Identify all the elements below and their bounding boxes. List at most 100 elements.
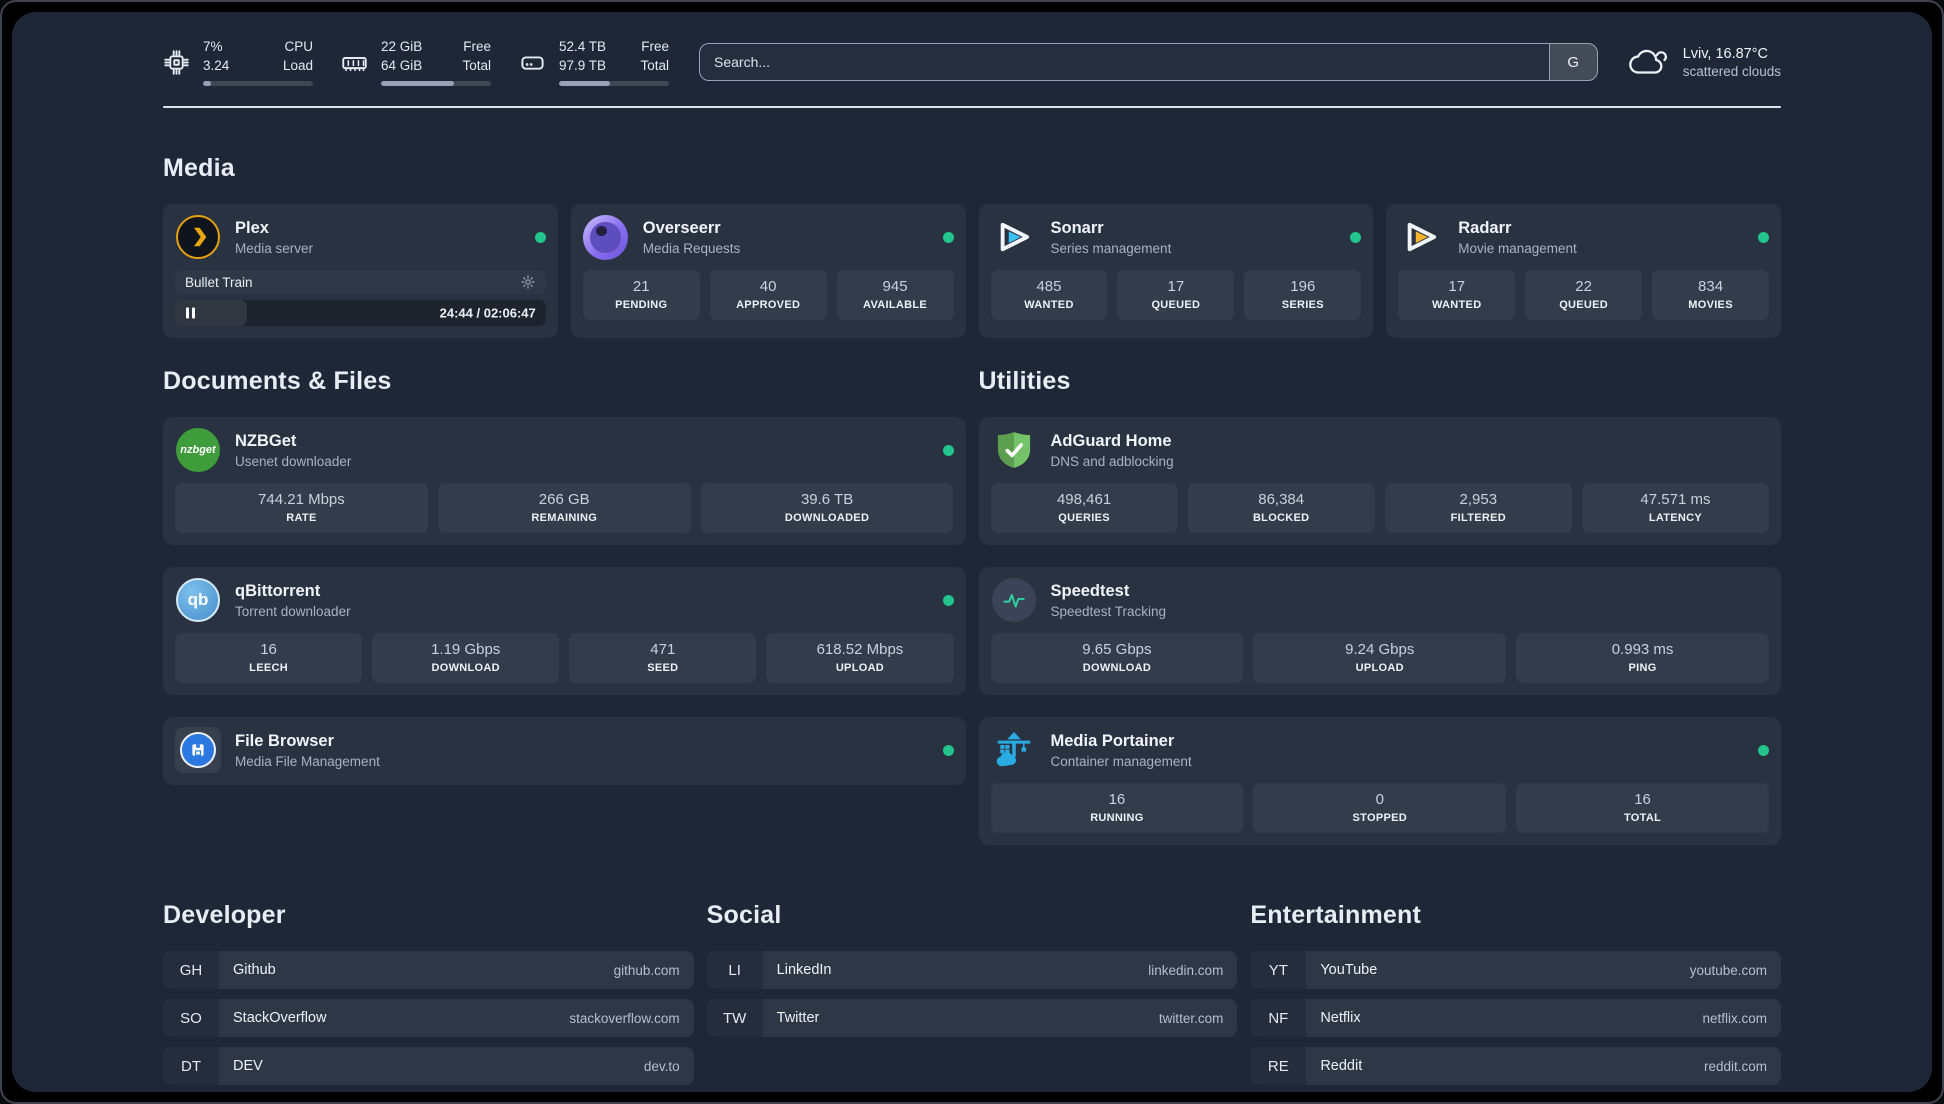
disk-widget: 52.4 TB 97.9 TB Free Total [519, 38, 669, 87]
qbittorrent-icon: qb [176, 578, 220, 623]
qbittorrent-logo-text: qb [187, 590, 209, 610]
memory-free-label: Free [463, 39, 491, 54]
bookmark-group-entertainment: Entertainment YT YouTube youtube.com NF … [1250, 901, 1781, 1092]
stat-rate: 744.21 Mbps RATE [175, 483, 428, 534]
settings-icon[interactable] [520, 274, 536, 290]
stat-downloaded: 39.6 TB DOWNLOADED [700, 483, 954, 534]
sonarr-icon [991, 214, 1037, 260]
plex-icon [176, 215, 220, 260]
stat-ping: 0.993 ms PING [1516, 633, 1769, 684]
service-card-overseerr[interactable]: Overseerr Media Requests 21 PENDING 40 A… [570, 204, 966, 339]
bookmark-url: twitter.com [1158, 1010, 1224, 1026]
bookmark-abbr: TW [707, 999, 763, 1037]
playback-time: 24:44 / 02:06:47 [439, 305, 536, 321]
service-card-adguard[interactable]: AdGuard Home DNS and adblocking 498,461 … [978, 417, 1781, 546]
service-card-sonarr[interactable]: Sonarr Series management 485 WANTED 17 Q… [978, 204, 1374, 339]
search-input[interactable] [700, 44, 1549, 81]
section-title-entertainment: Entertainment [1250, 901, 1422, 930]
service-card-plex[interactable]: Plex Media server Bullet Train 24:44 / 0 [163, 204, 558, 339]
nzbget-logo-text: nzbget [180, 444, 216, 457]
stat-blocked: 86,384 BLOCKED [1187, 483, 1375, 534]
bookmark-abbr: YT [1250, 951, 1306, 989]
cpu-load-label: Load [282, 57, 313, 73]
bookmark-group-developer: Developer GH Github github.com SO StackO… [163, 901, 694, 1092]
search-provider-button[interactable]: G [1548, 44, 1597, 81]
service-card-filebrowser[interactable]: File Browser Media File Management [163, 717, 966, 786]
service-card-speedtest[interactable]: Speedtest Speedtest Tracking 9.65 Gbps D… [978, 567, 1781, 696]
adguard-icon [991, 427, 1037, 473]
service-card-radarr[interactable]: Radarr Movie management 17 WANTED 22 QUE… [1386, 204, 1781, 339]
stat-upload: 618.52 Mbps UPLOAD [766, 633, 954, 684]
bookmark-twitter[interactable]: TW Twitter twitter.com [707, 999, 1238, 1038]
memory-total-label: Total [462, 57, 491, 73]
status-badge [1350, 231, 1362, 243]
stat-total: 16 TOTAL [1516, 783, 1769, 834]
playback-progress-bar[interactable]: 24:44 / 02:06:47 [175, 300, 546, 327]
service-description: Usenet downloader [235, 453, 352, 469]
stat-series: 196 SERIES [1244, 270, 1362, 321]
bookmark-youtube[interactable]: YT YouTube youtube.com [1250, 951, 1781, 990]
stat-download: 1.19 Gbps DOWNLOAD [372, 633, 560, 684]
service-card-qbittorrent[interactable]: qb qBittorrent Torrent downloader 16 LEE… [163, 567, 966, 696]
resource-widgets: 7% 3.24 CPU Load [163, 38, 669, 87]
stat-queued: 17 QUEUED [1117, 270, 1235, 321]
status-badge [1758, 231, 1769, 243]
bookmark-name: Github [233, 962, 276, 979]
bookmark-url: stackoverflow.com [569, 1010, 680, 1026]
bookmark-netflix[interactable]: NF Netflix netflix.com [1250, 999, 1781, 1038]
bookmark-abbr: NF [1250, 999, 1306, 1037]
bookmark-group-social: Social LI LinkedIn linkedin.com TW Twitt… [707, 901, 1238, 1047]
pause-button[interactable] [186, 307, 195, 319]
status-badge [534, 231, 546, 243]
bookmark-url: dev.to [643, 1058, 680, 1074]
stat-pending: 21 PENDING [582, 270, 700, 321]
topbar-divider [163, 106, 1781, 109]
bookmark-linkedin[interactable]: LI LinkedIn linkedin.com [707, 951, 1238, 990]
service-card-portainer[interactable]: Media Portainer Container management 16 … [978, 717, 1781, 846]
status-badge [942, 231, 954, 243]
bookmark-stackoverflow[interactable]: SO StackOverflow stackoverflow.com [163, 999, 694, 1038]
memory-total-value: 64 GiB [381, 57, 423, 73]
section-documents: Documents & Files nzbget NZBGet Usenet d… [163, 367, 966, 786]
cpu-load-value: 3.24 [203, 57, 230, 73]
nzbget-icon: nzbget [176, 428, 220, 473]
bookmark-name: Reddit [1320, 1058, 1363, 1075]
bookmark-name: Twitter [776, 1010, 820, 1027]
service-title: File Browser [235, 731, 335, 750]
service-description: Movie management [1458, 240, 1577, 256]
stat-seed: 471 SEED [569, 633, 757, 684]
bookmark-reddit[interactable]: RE Reddit reddit.com [1250, 1047, 1781, 1086]
service-title: Sonarr [1050, 218, 1104, 237]
speedtest-icon [991, 578, 1036, 623]
status-badge [942, 594, 954, 606]
status-badge [942, 444, 954, 456]
cpu-progress-fill [203, 81, 211, 87]
stat-stopped: 0 STOPPED [1253, 783, 1507, 834]
radarr-icon [1398, 214, 1444, 260]
service-description: Media server [235, 240, 314, 256]
weather-widget: Lviv, 16.87°C scattered clouds [1628, 46, 1781, 79]
service-description: Container management [1050, 753, 1192, 769]
service-description: Media File Management [235, 753, 380, 769]
service-title: qBittorrent [235, 581, 321, 600]
bookmark-name: StackOverflow [233, 1010, 327, 1027]
disk-progress-bar [559, 81, 669, 87]
bookmark-abbr: RE [1250, 1047, 1306, 1085]
status-badge [1758, 744, 1769, 756]
bookmark-abbr: SO [163, 999, 219, 1037]
disk-total-value: 97.9 TB [559, 57, 607, 73]
cpu-icon [164, 49, 189, 75]
weather-condition: scattered clouds [1682, 63, 1781, 79]
bookmark-github[interactable]: GH Github github.com [163, 951, 694, 990]
bookmark-dev[interactable]: DT DEV dev.to [163, 1047, 694, 1086]
disk-progress-fill [559, 81, 610, 87]
memory-icon [342, 56, 367, 71]
bookmark-abbr: DT [163, 1047, 219, 1085]
cpu-widget: 7% 3.24 CPU Load [163, 38, 313, 87]
service-card-nzbget[interactable]: nzbget NZBGet Usenet downloader 744.21 M… [163, 417, 966, 546]
stat-filtered: 2,953 FILTERED [1384, 483, 1572, 534]
bookmark-name: Netflix [1320, 1010, 1361, 1027]
stat-leech: 16 LEECH [175, 633, 363, 684]
memory-progress-bar [381, 81, 491, 87]
cpu-usage: 7% [203, 39, 223, 54]
